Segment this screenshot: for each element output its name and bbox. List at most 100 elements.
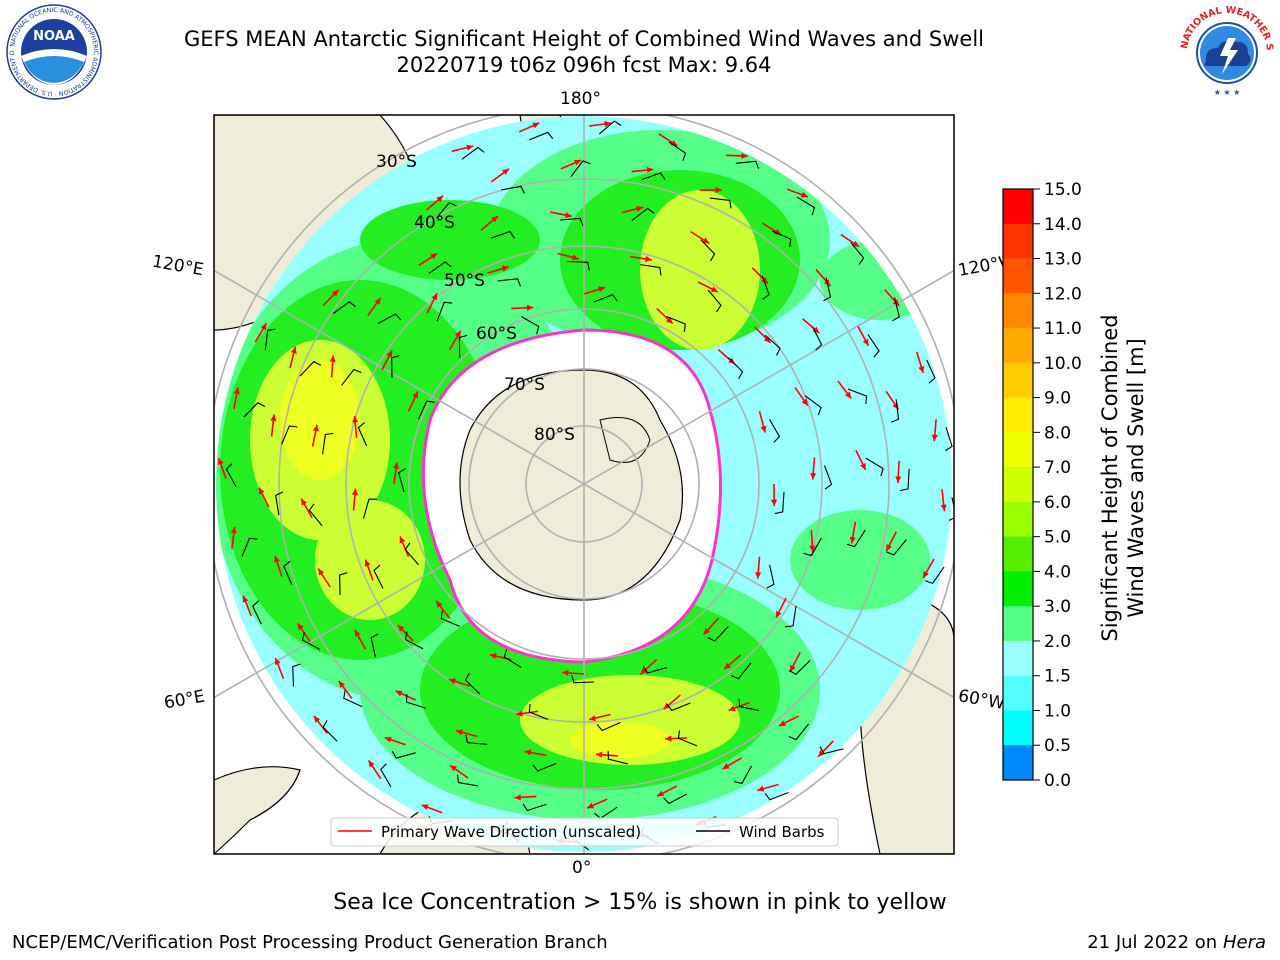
- wind-barb: [532, 762, 557, 772]
- wave-arrow: [364, 559, 374, 581]
- wave-arrow: [217, 457, 227, 480]
- wave-arrow: [338, 680, 353, 700]
- colorbar-tick-label: 12.0: [1044, 284, 1082, 304]
- wind-barb: [663, 793, 687, 805]
- wave-arrow: [789, 652, 801, 673]
- wave-arrow: [702, 617, 719, 636]
- wave-arrow: [656, 307, 674, 325]
- wave-arrow: [367, 759, 382, 780]
- wind-barb: [774, 491, 785, 515]
- wave-arrow: [274, 555, 283, 577]
- wave-arrow: [885, 531, 898, 552]
- colorbar-cell: [1003, 397, 1033, 433]
- wave-arrow: [728, 701, 750, 712]
- wind-barb: [322, 719, 338, 742]
- wind-barb: [332, 301, 356, 315]
- wind-barb: [733, 765, 753, 785]
- wind-barb: [308, 503, 323, 527]
- wind-barb: [788, 659, 811, 676]
- map-frame: [213, 114, 955, 855]
- wave-arrow: [837, 380, 852, 399]
- wind-barb: [343, 690, 363, 708]
- wind-barb: [436, 301, 453, 322]
- colorbar-cell: [1003, 258, 1033, 294]
- wave-arrow: [254, 322, 268, 343]
- colorbar-cell: [1003, 293, 1033, 329]
- wave-arrow: [270, 414, 277, 437]
- colorbar-tick-label: 13.0: [1044, 250, 1082, 270]
- wind-barb: [283, 560, 293, 585]
- wind-barb: [458, 334, 468, 358]
- wave-arrow: [317, 568, 331, 588]
- wave-arrow: [449, 764, 469, 779]
- wind-barb: [707, 625, 729, 642]
- wind-barb: [641, 172, 666, 181]
- colorbar-cell: [1003, 189, 1033, 225]
- wind-barb: [607, 751, 628, 765]
- colorbar-tick-label: 0.5: [1044, 736, 1071, 756]
- wind-barbs: [225, 120, 954, 851]
- wave-arrow: [639, 658, 658, 675]
- wind-barb: [631, 207, 655, 222]
- wind-barb: [281, 425, 298, 445]
- wave-arrow: [524, 749, 547, 757]
- wave-arrow: [448, 330, 462, 351]
- wave-arrow: [351, 488, 358, 511]
- colorbar-tick-label: 0.0: [1044, 771, 1071, 790]
- wave-arrow: [258, 487, 270, 508]
- wind-barb: [465, 734, 488, 745]
- wind-barb: [764, 334, 781, 356]
- lon-label-180: 180°: [560, 89, 601, 109]
- map-title: GEFS MEAN Antarctic Significant Height o…: [183, 27, 985, 51]
- svg-text:★ ★ ★: ★ ★ ★: [1214, 88, 1241, 97]
- lat-label-30s: 30°S: [376, 152, 417, 172]
- wind-barb: [730, 662, 752, 680]
- colorbar-cell: [1003, 710, 1033, 746]
- wave-arrow: [514, 794, 537, 801]
- wave-arrow: [940, 489, 947, 512]
- legend-wave-label: Primary Wave Direction (unscaled): [381, 823, 641, 841]
- wave-arrow: [722, 757, 742, 770]
- wave-arrow: [583, 286, 606, 295]
- wind-barb: [497, 278, 521, 287]
- wave-arrow: [393, 462, 400, 485]
- wind-barb: [397, 468, 406, 493]
- wave-arrow: [395, 690, 416, 701]
- wind-barb: [769, 419, 781, 443]
- wave-arrow: [697, 281, 719, 293]
- wave-arrow: [629, 255, 652, 262]
- wave-arrow: [289, 346, 297, 369]
- colorbar-tick-label: 3.0: [1044, 597, 1071, 617]
- wave-arrow: [725, 152, 748, 159]
- wind-barb: [571, 674, 595, 684]
- wind-barb: [299, 360, 322, 377]
- wind-barb: [391, 355, 400, 378]
- wave-arrow: [425, 195, 444, 211]
- wave-arrow: [329, 355, 336, 378]
- wave-arrow: [313, 715, 328, 734]
- wind-barb: [804, 395, 822, 416]
- wind-barb: [735, 160, 760, 169]
- wave-arrow: [233, 387, 240, 410]
- wind-barb: [892, 297, 900, 322]
- wave-arrow: [381, 349, 393, 371]
- colorbar-cell: [1003, 432, 1033, 468]
- colorbar-cell: [1003, 745, 1033, 781]
- wave-arrow: [561, 669, 585, 676]
- wave-arrow: [516, 710, 539, 717]
- colorbar-tick-label: 11.0: [1044, 319, 1082, 339]
- wind-barb: [440, 610, 460, 627]
- wind-barb: [570, 160, 591, 178]
- wave-arrow: [418, 252, 438, 267]
- wind-barb: [785, 606, 797, 628]
- wind-barb: [823, 465, 833, 490]
- wind-barb: [596, 721, 621, 732]
- wave-arrow: [300, 498, 313, 519]
- wave-arrow: [656, 785, 678, 797]
- wave-arrow: [915, 351, 925, 374]
- wind-barb: [945, 427, 953, 452]
- wind-barb: [436, 202, 457, 219]
- wind-barb: [391, 750, 416, 759]
- colorbar-cell: [1003, 536, 1033, 572]
